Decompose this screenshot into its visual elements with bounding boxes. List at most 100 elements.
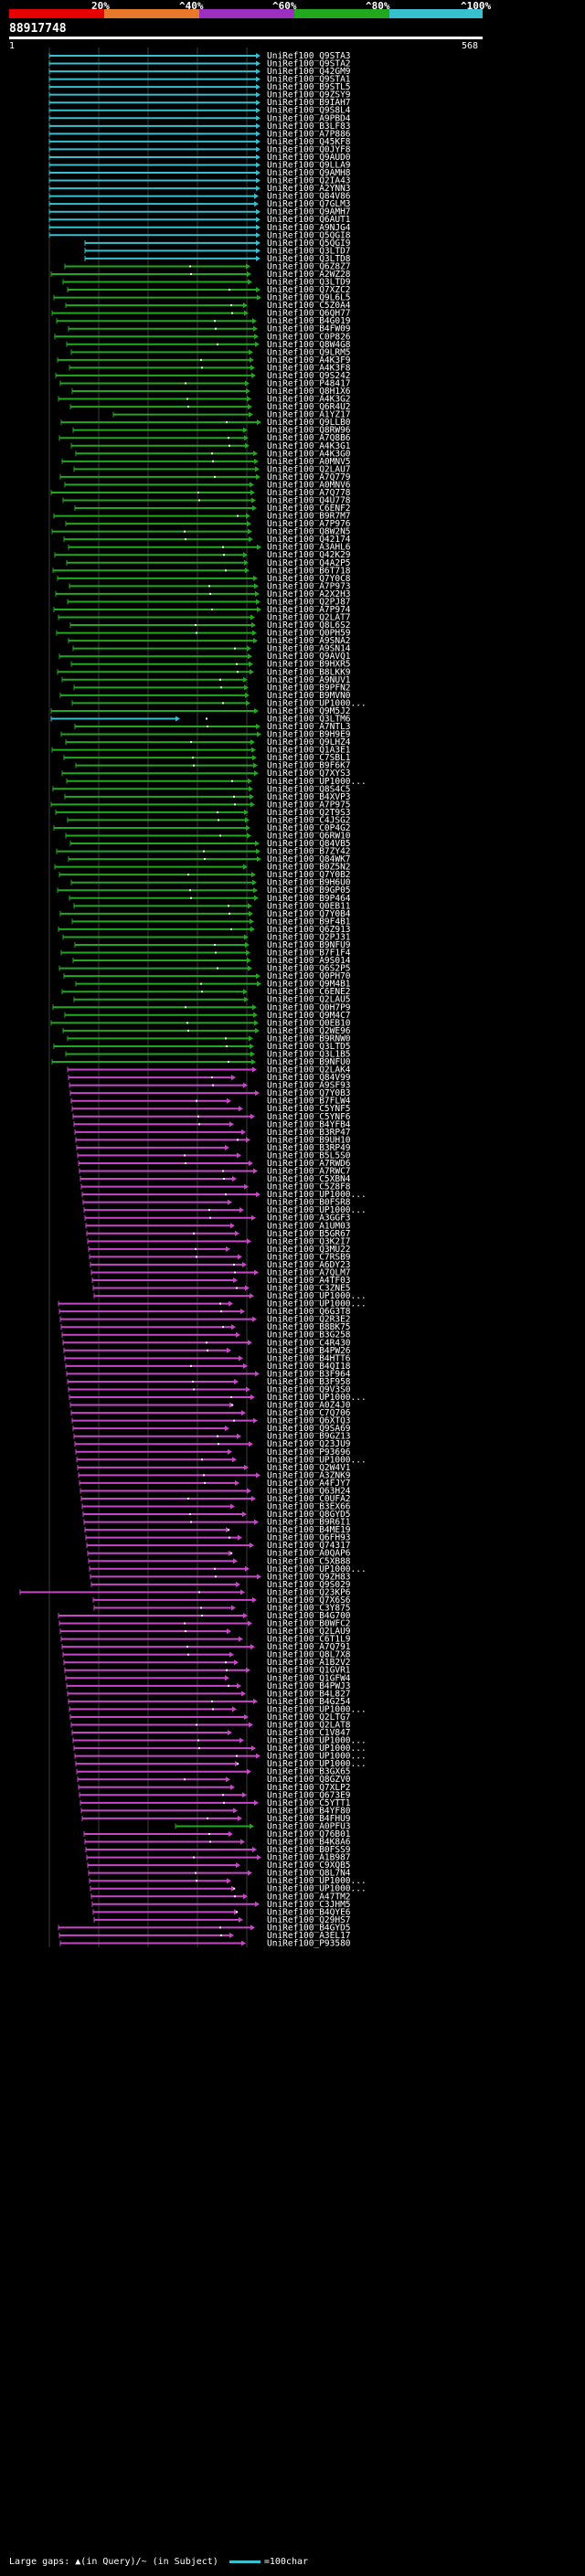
hit-row[interactable]: UniRef100_B4XVP3	[64, 792, 351, 802]
hit-label[interactable]: UniRef100_Q9LRM5	[267, 347, 351, 357]
hit-label[interactable]: UniRef100_Q2LAK4	[267, 1065, 351, 1076]
hit-label[interactable]: UniRef100_B4XVP3	[267, 792, 351, 802]
hit-row[interactable]: UniRef100_A2WZ28	[50, 270, 351, 280]
hit-row[interactable]: UniRef100_A9S014	[72, 956, 351, 966]
hit-row[interactable]: UniRef100_C6ENF2	[74, 504, 351, 514]
hit-row[interactable]: UniRef100_B9HXR5	[70, 660, 351, 670]
hit-row[interactable]: UniRef100_B9R7M7	[53, 512, 351, 522]
hit-label[interactable]: UniRef100_Q42GM9	[267, 67, 351, 77]
hit-label[interactable]: UniRef100_B9F4B1	[267, 917, 351, 927]
hit-row[interactable]: UniRef100_Q2IA43	[48, 176, 351, 186]
hit-label[interactable]: UniRef100_A4K3G1	[267, 441, 351, 451]
hit-row[interactable]: UniRef100_B7F1F4	[60, 949, 351, 959]
hit-row[interactable]: UniRef100_A7P975	[50, 800, 351, 810]
hit-row[interactable]: UniRef100_Q84WK7	[68, 854, 351, 864]
hit-row[interactable]: UniRef100_Q29HS7	[93, 1915, 351, 1925]
hit-label[interactable]: UniRef100_C6T1L9	[267, 1635, 351, 1645]
hit-row[interactable]: UniRef100_A1B2V2	[63, 1658, 351, 1668]
hit-row[interactable]: UniRef100_Q7X6S6	[92, 1595, 351, 1606]
hit-label[interactable]: UniRef100_UP1000...	[267, 1744, 367, 1754]
hit-row[interactable]: UniRef100_Q6G3T8	[58, 1307, 351, 1317]
hit-row[interactable]: UniRef100_Q2LTG7	[69, 1712, 351, 1723]
hit-row[interactable]: UniRef100_Q6RW10	[65, 832, 351, 842]
hit-label[interactable]: UniRef100_A0MNV5	[267, 457, 351, 467]
hit-label[interactable]: UniRef100_Q8W2N5	[267, 527, 351, 537]
hit-row[interactable]: UniRef100_B0FSR8	[82, 1198, 351, 1208]
hit-label[interactable]: UniRef100_C0UFA2	[267, 1494, 351, 1504]
hit-label[interactable]: UniRef100_Q2LAT8	[267, 1720, 351, 1730]
hit-row[interactable]: UniRef100_Q2T9S3	[55, 808, 351, 818]
hit-row[interactable]: UniRef100_B9PFN2	[73, 683, 351, 693]
hit-row[interactable]: UniRef100_Q9LLA9	[48, 160, 351, 170]
hit-row[interactable]: UniRef100_UP1000...	[81, 1190, 367, 1200]
hit-label[interactable]: UniRef100_Q6Z913	[267, 925, 351, 935]
hit-label[interactable]: UniRef100_UP1000...	[267, 1299, 367, 1309]
hit-label[interactable]: UniRef100_Q6RW10	[267, 832, 351, 842]
hit-label[interactable]: UniRef100_Q9AMH7	[267, 207, 351, 217]
hit-row[interactable]: UniRef100_Q0JYF8	[48, 144, 351, 154]
hit-row[interactable]: UniRef100_B3RP49	[76, 1143, 351, 1153]
hit-label[interactable]: UniRef100_P48417	[267, 378, 351, 388]
hit-label[interactable]: UniRef100_A0MNV6	[267, 480, 351, 490]
hit-label[interactable]: UniRef100_Q9M4C7	[267, 1011, 351, 1021]
hit-label[interactable]: UniRef100_A7RWC7	[267, 1167, 351, 1177]
hit-label[interactable]: UniRef100_A7QLM7	[267, 1267, 351, 1277]
hit-row[interactable]: UniRef100_Q9LLB0	[60, 418, 351, 428]
hit-row[interactable]: UniRef100_B9GZ13	[73, 1432, 351, 1442]
hit-row[interactable]: UniRef100_B5GR67	[86, 1229, 351, 1239]
hit-row[interactable]: UniRef100_Q9M4B1	[75, 980, 351, 990]
hit-row[interactable]: UniRef100_B4K8A6	[84, 1838, 351, 1848]
hit-label[interactable]: UniRef100_C1V847	[267, 1728, 351, 1738]
hit-row[interactable]: UniRef100_A47TM2	[90, 1892, 351, 1902]
hit-label[interactable]: UniRef100_A4K3G2	[267, 395, 351, 405]
hit-row[interactable]: UniRef100_A7Q778	[50, 488, 351, 498]
hit-row[interactable]: UniRef100_Q6R4U2	[69, 402, 351, 412]
hit-label[interactable]: UniRef100_Q3MU22	[267, 1245, 351, 1255]
hit-row[interactable]: UniRef100_Q76B01	[83, 1829, 351, 1839]
hit-label[interactable]: UniRef100_B4GYD5	[267, 1923, 351, 1933]
hit-label[interactable]: UniRef100_Q8GYD5	[267, 1510, 351, 1520]
hit-row[interactable]: UniRef100_C5Z0A4	[65, 301, 351, 311]
hit-label[interactable]: UniRef100_C6ENE2	[267, 987, 351, 997]
hit-label[interactable]: UniRef100_Q9LHZ4	[267, 737, 351, 747]
hit-label[interactable]: UniRef100_A1YZ17	[267, 410, 351, 420]
hit-row[interactable]: UniRef100_Q9AMH7	[48, 207, 351, 217]
hit-label[interactable]: UniRef100_Q0EB11	[267, 901, 351, 911]
hit-row[interactable]: UniRef100_Q1GVR1	[64, 1666, 351, 1676]
hit-row[interactable]: UniRef100_A4FJY7	[79, 1479, 351, 1489]
hit-label[interactable]: UniRef100_Q6AUT1	[267, 215, 351, 225]
hit-row[interactable]: UniRef100_A0MNV5	[61, 457, 351, 467]
hit-label[interactable]: UniRef100_Q6FH93	[267, 1533, 351, 1543]
hit-label[interactable]: UniRef100_Q5QGI9	[267, 239, 351, 249]
hit-label[interactable]: UniRef100_A0QAP6	[267, 1549, 351, 1559]
hit-row[interactable]: UniRef100_Q6Z913	[58, 925, 351, 935]
hit-label[interactable]: UniRef100_B3RP49	[267, 1143, 351, 1153]
hit-label[interactable]: UniRef100_B4QI18	[267, 1362, 351, 1372]
hit-row[interactable]: UniRef100_C5Z8F8	[80, 1182, 351, 1193]
hit-row[interactable]: UniRef100_UP1000...	[89, 1564, 367, 1574]
hit-row[interactable]: UniRef100_A7Q791	[61, 1642, 351, 1652]
hit-row[interactable]: UniRef100_B8BK75	[60, 1322, 351, 1332]
hit-row[interactable]: UniRef100_C3Y875	[93, 1603, 351, 1613]
hit-label[interactable]: UniRef100_Q7XLP2	[267, 1783, 351, 1793]
hit-label[interactable]: UniRef100_Q6R4U2	[267, 402, 351, 412]
hit-label[interactable]: UniRef100_A0PFU3	[267, 1821, 351, 1831]
hit-label[interactable]: UniRef100_Q23KP6	[267, 1587, 351, 1597]
hit-label[interactable]: UniRef100_Q42174	[267, 535, 351, 545]
hit-row[interactable]: UniRef100_B3F964	[66, 1369, 351, 1379]
hit-label[interactable]: UniRef100_Q9LLA9	[267, 160, 351, 170]
hit-label[interactable]: UniRef100_UP1000...	[267, 777, 367, 787]
hit-row[interactable]: UniRef100_B4FW09	[68, 324, 351, 334]
hit-label[interactable]: UniRef100_A4K3F8	[267, 363, 351, 373]
hit-row[interactable]: UniRef100_C7SBL1	[63, 753, 351, 763]
hit-row[interactable]: UniRef100_Q0EB11	[73, 901, 351, 911]
hit-row[interactable]: UniRef100_Q9AUD0	[48, 153, 351, 163]
hit-label[interactable]: UniRef100_B0WFC2	[267, 1619, 351, 1629]
hit-label[interactable]: UniRef100_B4PWJ3	[267, 1681, 351, 1691]
hit-label[interactable]: UniRef100_Q2WE96	[267, 1026, 351, 1036]
hit-row[interactable]: UniRef100_UP1000...	[71, 698, 367, 708]
hit-row[interactable]: UniRef100_A4K3F8	[69, 363, 351, 373]
hit-row[interactable]: UniRef100_B7FLW4	[70, 1097, 351, 1107]
hit-label[interactable]: UniRef100_A9NJG4	[267, 223, 351, 233]
hit-row[interactable]: UniRef100_Q8L6S2	[69, 620, 351, 631]
